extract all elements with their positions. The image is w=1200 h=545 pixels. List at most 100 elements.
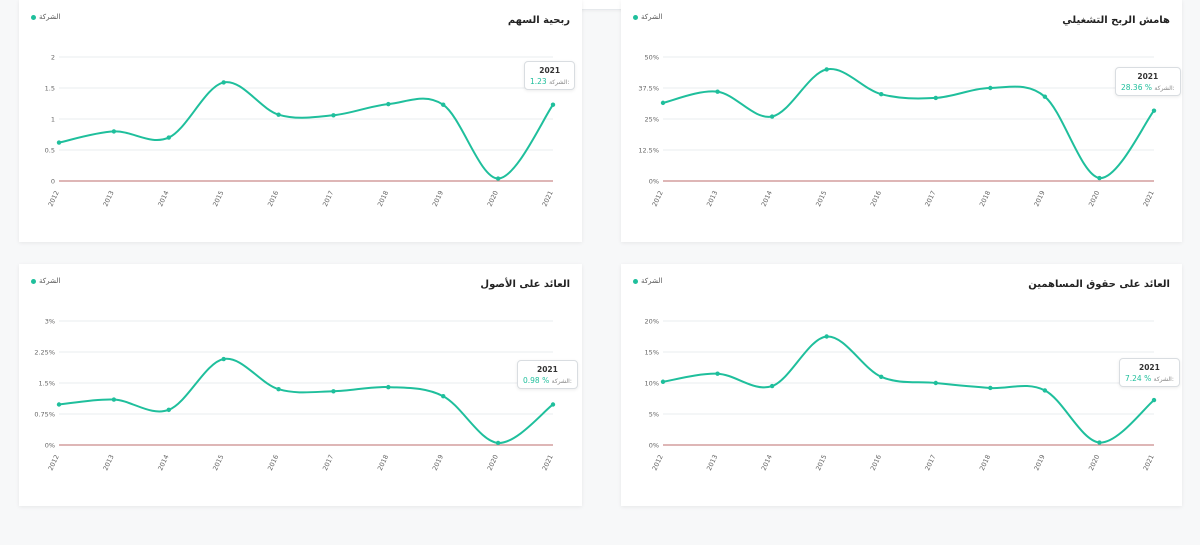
data-point [660,100,666,106]
series-line [58,357,554,444]
chart-legend[interactable]: الشركة [31,277,60,285]
y-tick-label: 1.5% [38,380,55,388]
data-point [988,85,993,91]
chart-tooltip: 2021 28.36 % الشركة: [1115,67,1181,96]
tooltip-value: 1.23 [530,77,547,86]
data-point [1097,440,1102,445]
x-tick-label: 2016 [869,453,883,471]
data-point [1042,388,1048,393]
chart-legend[interactable]: الشركة [633,277,662,285]
tooltip-year: 2021 [1137,72,1159,81]
data-point [824,334,829,339]
chart-card-eps: ربحية السهم الشركة 0 0.5 1 1.5 2 2012 2013 2014… [19,0,582,242]
y-tick-label: 37.5% [638,85,659,93]
x-tick-label: 2015 [814,453,828,471]
tooltip-value: 7.24 % [1125,374,1152,383]
chart-title: هامش الربح التشغيلي [1062,15,1170,26]
chart-card-roa: العائد على الأصول الشركة 0% 0.75% 1.5% 2.25… [19,264,582,506]
data-point [111,397,117,402]
y-tick-label: 10% [645,380,659,388]
x-tick-label: 2018 [978,189,992,207]
x-tick-label: 2021 [541,453,555,471]
data-point [441,394,446,399]
x-tick-label: 2017 [321,453,335,471]
y-tick-label: 25% [645,116,659,124]
x-tick-label: 2015 [211,453,225,471]
legend-label: الشركة [39,13,61,21]
legend-label: الشركة [39,277,61,285]
x-tick-label: 2012 [47,189,61,207]
x-tick-label: 2014 [760,189,774,207]
line-chart-roe[interactable]: 0% 5% 10% 15% 20% 2012 2013 2014 2015 2016 2017 201… [621,264,1182,506]
y-tick-label: 5% [649,411,659,419]
x-tick-label: 2020 [1087,453,1101,471]
data-point [1097,175,1102,181]
x-tick-label: 2016 [266,453,280,471]
x-tick-label: 2019 [1032,189,1046,207]
x-tick-label: 2017 [923,189,937,207]
chart-title: العائد على الأصول [480,279,570,290]
y-tick-label: 0% [649,178,659,186]
data-point [769,114,775,119]
y-tick-label: 0.75% [34,411,55,419]
legend-dot-icon [31,278,36,284]
y-tick-label: 3% [45,318,55,326]
series-line [662,68,1155,180]
x-tick-label: 2016 [869,189,883,207]
x-tick-label: 2018 [978,453,992,471]
data-point [331,389,336,394]
data-point [331,113,336,118]
data-point [988,385,993,391]
x-tick-label: 2015 [814,189,828,207]
data-point [56,402,62,407]
data-point [660,379,666,384]
series-line [58,81,554,180]
tooltip-value: 28.36 % [1121,83,1152,92]
line-chart-operating-margin[interactable]: 0% 12.5% 25% 37.5% 50% 2012 2013 2014 2015 2016 20… [621,0,1182,242]
chart-card-operating-margin: هامش الربح التشغيلي الشركة 0% 12.5% 25% 37.… [621,0,1182,242]
tooltip-label: الشركة: [551,378,572,385]
y-tick-label: 2.25% [34,349,55,357]
data-point [550,402,556,407]
chart-title: ربحية السهم [507,15,570,26]
data-point [166,407,171,413]
x-tick-label: 2020 [486,453,500,471]
data-point [276,112,281,117]
legend-dot-icon [633,278,638,284]
x-tick-label: 2020 [486,189,500,207]
tooltip-label: الشركة: [549,79,570,86]
x-tick-label: 2018 [376,453,390,471]
data-point [879,92,884,97]
line-chart-roa[interactable]: 0% 0.75% 1.5% 2.25% 3% 2012 2013 2014 2015 2016 20… [19,264,582,506]
y-tick-label: 12.5% [638,147,659,155]
chart-legend[interactable]: الشركة [633,13,662,21]
chart-title: العائد على حقوق المساهمين [1028,279,1170,290]
legend-dot-icon [633,14,638,20]
line-chart-eps[interactable]: 0 0.5 1 1.5 2 2012 2013 2014 2015 2016 2017 2018 201… [19,0,582,242]
x-tick-label: 2019 [431,453,445,471]
legend-label: الشركة [641,277,663,285]
data-point [441,102,446,107]
data-point [166,135,171,140]
data-point [495,176,501,181]
data-point [550,102,556,107]
legend-label: الشركة [641,13,663,21]
tooltip-year: 2021 [537,365,558,374]
data-point [495,440,501,446]
data-point [1151,108,1157,113]
x-tick-label: 2014 [156,453,170,471]
x-tick-label: 2013 [705,453,719,471]
data-point [386,101,391,107]
tooltip-label: الشركة: [1154,85,1175,92]
tooltip-value: 0.98 % [523,376,550,385]
tooltip-year: 2021 [1139,363,1160,372]
chart-legend[interactable]: الشركة [31,13,60,21]
x-tick-label: 2021 [1142,453,1156,471]
x-tick-label: 2014 [156,189,170,207]
x-tick-label: 2020 [1087,189,1101,207]
legend-dot-icon [31,14,36,20]
x-tick-label: 2012 [651,189,665,207]
tooltip-year: 2021 [539,66,561,75]
y-tick-label: 2 [51,54,55,62]
data-point [933,380,938,386]
